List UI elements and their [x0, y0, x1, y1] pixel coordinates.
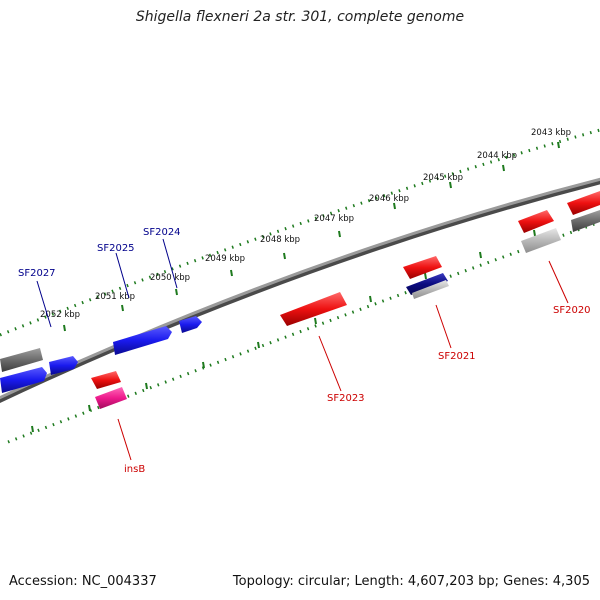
genome-summary-text: Topology: circular; Length: 4,607,203 bp… — [232, 574, 590, 589]
gene-label-sf2027: SF2027 — [18, 268, 56, 279]
leader-sf2020 — [548, 260, 569, 304]
feature-light-gray — [412, 280, 449, 299]
feature-gray — [571, 210, 600, 232]
major-tick — [31, 425, 34, 433]
major-tick — [88, 404, 91, 412]
major-tick — [63, 324, 66, 332]
gene-feature-reverse — [91, 371, 121, 389]
gene-feature-reverse — [280, 292, 347, 326]
gene-labels: SF2027 SF2025 SF2024 SF2020 SF2021 SF202… — [18, 227, 591, 475]
major-tick — [175, 288, 178, 296]
leader-sf2025 — [115, 252, 130, 299]
genome-backbone-shadow — [0, 178, 600, 403]
major-tick — [449, 181, 452, 189]
feature-pink — [95, 387, 127, 409]
map-title: Shigella flexneri 2a str. 301, complete … — [135, 9, 465, 25]
genome-backbone — [0, 177, 600, 400]
major-tick — [502, 164, 505, 172]
major-tick — [202, 361, 205, 369]
kbp-label-2046: 2046 kbp — [369, 194, 409, 204]
major-tick — [257, 341, 260, 349]
feature-navy — [406, 273, 448, 295]
gene-label-sf2023: SF2023 — [327, 393, 365, 404]
major-tick — [230, 269, 233, 277]
leader-sf2027 — [36, 280, 52, 328]
major-tick — [283, 252, 286, 260]
gene-label-sf2025: SF2025 — [97, 243, 135, 254]
kbp-label-2048: 2048 kbp — [260, 235, 300, 245]
kbp-label-2050: 2050 kbp — [150, 273, 190, 283]
major-tick — [145, 382, 148, 390]
major-tick — [424, 272, 427, 280]
kbp-label-2044: 2044 kbp — [477, 151, 517, 161]
kbp-label-2052: 2052 kbp — [40, 310, 80, 320]
gene-feature-forward — [49, 356, 78, 375]
major-tick — [557, 141, 560, 149]
gene-feature-reverse — [567, 191, 600, 215]
label-leaders — [36, 238, 569, 461]
leader-insb — [117, 418, 132, 461]
accession-text: Accession: NC_004337 — [9, 574, 157, 589]
gene-label-sf2020: SF2020 — [553, 305, 591, 316]
major-tick — [338, 230, 341, 238]
inner-tick-ring — [7, 220, 600, 444]
gene-feature-forward — [0, 367, 47, 393]
kbp-label-2051: 2051 kbp — [95, 292, 135, 302]
kbp-label-2047: 2047 kbp — [314, 214, 354, 224]
major-tick — [533, 229, 536, 237]
major-tick — [479, 251, 482, 259]
gene-label-sf2021: SF2021 — [438, 351, 476, 362]
gene-label-insb: insB — [124, 464, 145, 475]
gene-label-sf2024: SF2024 — [143, 227, 181, 238]
kbp-label-2043: 2043 kbp — [531, 128, 571, 138]
gray-features — [0, 210, 600, 372]
feature-light-gray — [521, 228, 561, 253]
feature-gray — [0, 348, 43, 372]
kbp-labels: 2043 kbp 2044 kbp 2045 kbp 2046 kbp 2047… — [40, 128, 571, 320]
kbp-label-2045: 2045 kbp — [423, 173, 463, 183]
other-features — [95, 228, 561, 409]
major-tick — [369, 295, 372, 303]
outer-major-ticks — [63, 141, 560, 332]
reverse-strand-genes — [91, 191, 600, 389]
gene-feature-forward — [179, 316, 202, 333]
gene-feature-reverse — [518, 210, 554, 233]
leader-sf2024 — [162, 238, 178, 289]
leader-sf2023 — [318, 335, 342, 392]
major-tick — [393, 202, 396, 210]
leader-sf2021 — [435, 304, 452, 349]
major-tick — [314, 317, 317, 325]
kbp-label-2049: 2049 kbp — [205, 254, 245, 264]
gene-feature-forward — [113, 326, 172, 355]
forward-strand-genes — [0, 316, 202, 393]
gene-feature-reverse — [403, 256, 442, 279]
major-tick — [121, 304, 124, 312]
inner-major-ticks — [31, 229, 536, 433]
